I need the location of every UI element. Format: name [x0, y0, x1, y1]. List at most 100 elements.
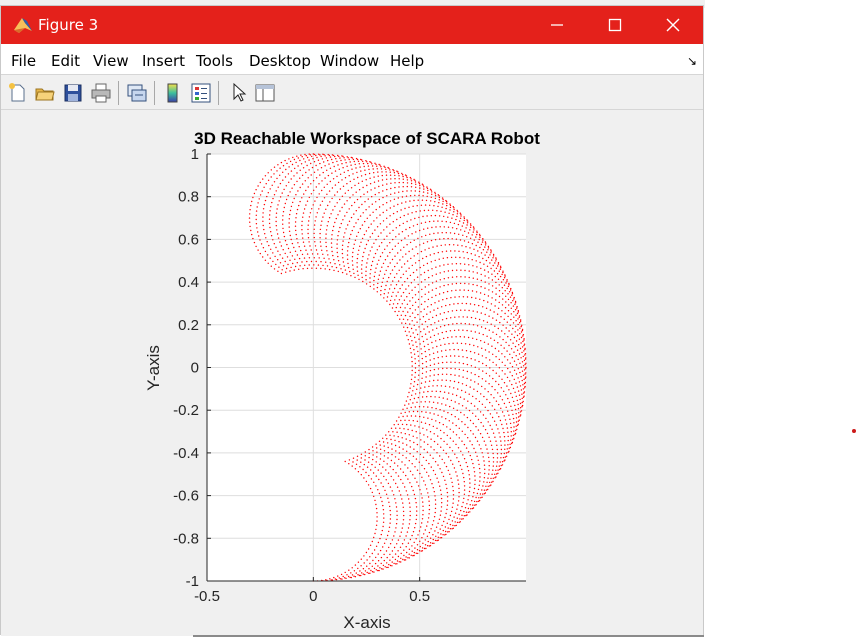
property-editor-icon[interactable]	[254, 82, 276, 104]
menu-help[interactable]: Help	[390, 52, 425, 70]
scatter-point	[482, 257, 484, 260]
scatter-point	[469, 229, 471, 231]
scatter-point	[469, 454, 471, 457]
colorbar-icon[interactable]	[162, 82, 184, 104]
scatter-point	[352, 158, 355, 161]
scatter-point	[461, 405, 464, 407]
scatter-point	[344, 460, 346, 463]
scatter-point	[425, 411, 427, 413]
scatter-point	[414, 316, 416, 319]
scatter-point	[427, 390, 429, 393]
plot-axes[interactable]: 3D Reachable Workspace of SCARA Robot -0…	[1, 110, 703, 636]
scatter-point	[519, 385, 522, 387]
scatter-point	[470, 224, 472, 227]
menu-insert[interactable]: Insert	[142, 52, 186, 70]
menu-edit[interactable]: Edit	[51, 52, 81, 70]
scatter-point	[342, 155, 344, 158]
scatter-point	[428, 331, 430, 333]
scatter-point	[284, 240, 287, 242]
scatter-point	[468, 309, 470, 312]
scatter-point	[495, 356, 497, 358]
scatter-point	[376, 168, 378, 170]
scatter-point	[311, 267, 313, 269]
scatter-point	[455, 424, 457, 427]
scatter-point	[344, 232, 346, 234]
scatter-point	[431, 341, 433, 344]
scatter-point	[316, 212, 318, 214]
menu-tools[interactable]: Tools	[196, 52, 233, 70]
scatter-point	[444, 211, 446, 213]
scatter-point	[479, 472, 481, 474]
scatter-point	[484, 406, 486, 408]
scatter-point	[344, 571, 346, 574]
print-icon[interactable]	[90, 82, 112, 104]
new-figure-icon[interactable]	[7, 82, 29, 104]
scatter-point	[334, 170, 337, 172]
scatter-point	[479, 246, 481, 249]
scatter-point	[308, 159, 310, 161]
scatter-point	[323, 257, 325, 259]
scatter-point	[464, 276, 466, 278]
minimize-button[interactable]	[528, 6, 586, 44]
scatter-point	[446, 508, 448, 511]
scatter-point	[412, 304, 414, 307]
scatter-point	[273, 243, 275, 245]
scatter-point	[414, 301, 417, 303]
scatter-point	[470, 316, 473, 319]
scatter-point	[387, 457, 389, 459]
scatter-point	[463, 515, 465, 517]
scatter-point	[437, 402, 439, 404]
scatter-point	[489, 440, 492, 442]
scatter-point	[438, 422, 441, 424]
scatter-point	[431, 483, 433, 485]
scatter-point	[416, 469, 419, 471]
y-tick-label: -0.8	[173, 530, 199, 547]
scatter-point	[393, 276, 396, 279]
scatter-point	[382, 521, 385, 523]
scatter-point	[517, 310, 519, 312]
scatter-point	[378, 192, 380, 194]
scatter-point	[391, 550, 394, 552]
scatter-point	[425, 376, 427, 378]
link-plot-icon[interactable]	[126, 82, 148, 104]
scatter-point	[299, 169, 301, 171]
scatter-point	[394, 174, 396, 177]
scatter-point	[521, 397, 523, 400]
scatter-point	[474, 479, 476, 481]
scatter-point	[402, 178, 404, 180]
scatter-point	[387, 442, 389, 444]
scatter-point	[474, 475, 476, 477]
dock-figure-icon[interactable]: ↘	[686, 54, 697, 68]
scatter-point	[414, 217, 416, 220]
scatter-point	[305, 249, 307, 251]
scatter-point	[495, 476, 497, 478]
select-pointer-icon[interactable]	[228, 82, 250, 104]
scatter-point	[420, 331, 422, 333]
close-button[interactable]	[644, 6, 702, 44]
scatter-point	[421, 522, 423, 524]
maximize-button[interactable]	[586, 6, 644, 44]
menu-file[interactable]: File	[11, 52, 37, 70]
scatter-point	[317, 159, 320, 161]
scatter-point	[510, 435, 512, 437]
scatter-point	[325, 229, 328, 231]
scatter-point	[369, 285, 371, 288]
scatter-point	[451, 528, 453, 530]
save-icon[interactable]	[62, 82, 84, 104]
open-file-icon[interactable]	[34, 82, 56, 104]
menu-window[interactable]: Window	[320, 52, 380, 70]
scatter-point	[465, 384, 468, 387]
scatter-point	[383, 475, 385, 478]
menu-desktop[interactable]: Desktop	[249, 52, 311, 70]
scatter-point	[319, 174, 321, 176]
menu-view[interactable]: View	[93, 52, 129, 70]
title-bar[interactable]: Figure 3	[1, 6, 703, 44]
scatter-point	[478, 467, 481, 470]
scatter-point	[498, 295, 501, 298]
chart-title: 3D Reachable Workspace of SCARA Robot	[194, 129, 540, 148]
scatter-point	[327, 159, 329, 162]
scatter-point	[459, 518, 461, 520]
scatter-point	[421, 476, 423, 478]
legend-icon[interactable]	[190, 82, 212, 104]
scatter-point	[385, 479, 387, 481]
